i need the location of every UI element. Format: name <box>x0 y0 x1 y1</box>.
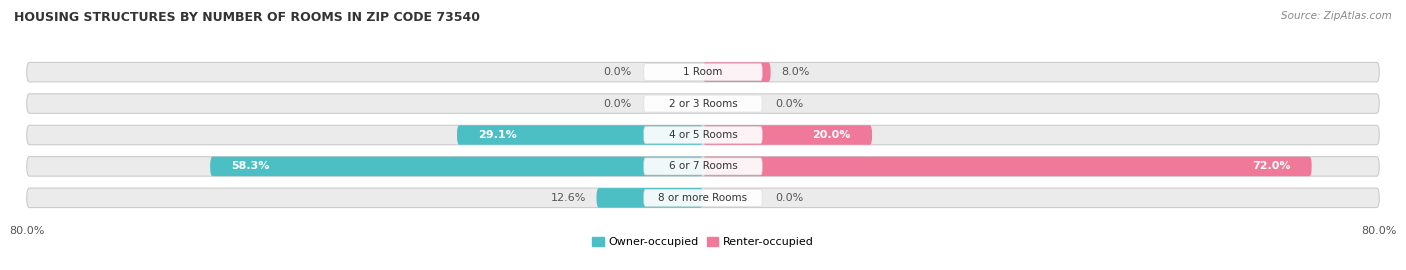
Text: 29.1%: 29.1% <box>478 130 517 140</box>
FancyBboxPatch shape <box>703 157 1312 176</box>
FancyBboxPatch shape <box>644 127 762 143</box>
FancyBboxPatch shape <box>27 157 1379 176</box>
Text: 58.3%: 58.3% <box>232 161 270 171</box>
Text: Source: ZipAtlas.com: Source: ZipAtlas.com <box>1281 11 1392 21</box>
Text: 0.0%: 0.0% <box>603 99 631 109</box>
Text: 2 or 3 Rooms: 2 or 3 Rooms <box>669 99 737 109</box>
FancyBboxPatch shape <box>644 158 762 175</box>
Text: 8.0%: 8.0% <box>780 67 808 77</box>
FancyBboxPatch shape <box>644 64 762 81</box>
Legend: Owner-occupied, Renter-occupied: Owner-occupied, Renter-occupied <box>592 237 814 247</box>
FancyBboxPatch shape <box>27 125 1379 145</box>
Text: 4 or 5 Rooms: 4 or 5 Rooms <box>669 130 737 140</box>
Text: 1 Room: 1 Room <box>683 67 723 77</box>
FancyBboxPatch shape <box>703 62 770 82</box>
Text: 12.6%: 12.6% <box>551 193 586 203</box>
Text: 0.0%: 0.0% <box>603 67 631 77</box>
FancyBboxPatch shape <box>27 94 1379 113</box>
FancyBboxPatch shape <box>457 125 703 145</box>
Text: 6 or 7 Rooms: 6 or 7 Rooms <box>669 161 737 171</box>
Text: 72.0%: 72.0% <box>1251 161 1291 171</box>
Text: 0.0%: 0.0% <box>775 99 803 109</box>
FancyBboxPatch shape <box>596 188 703 208</box>
FancyBboxPatch shape <box>644 95 762 112</box>
FancyBboxPatch shape <box>27 62 1379 82</box>
Text: HOUSING STRUCTURES BY NUMBER OF ROOMS IN ZIP CODE 73540: HOUSING STRUCTURES BY NUMBER OF ROOMS IN… <box>14 11 479 24</box>
FancyBboxPatch shape <box>27 188 1379 208</box>
FancyBboxPatch shape <box>209 157 703 176</box>
FancyBboxPatch shape <box>644 189 762 206</box>
Text: 0.0%: 0.0% <box>775 193 803 203</box>
Text: 8 or more Rooms: 8 or more Rooms <box>658 193 748 203</box>
Text: 20.0%: 20.0% <box>813 130 851 140</box>
FancyBboxPatch shape <box>703 125 872 145</box>
